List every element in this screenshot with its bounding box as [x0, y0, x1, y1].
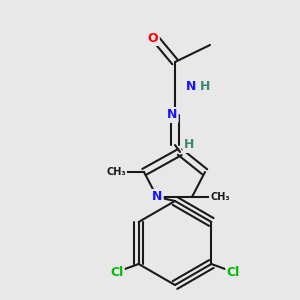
Text: H: H [200, 80, 210, 94]
Text: N: N [186, 80, 196, 94]
Text: Cl: Cl [110, 266, 123, 278]
Text: CH₃: CH₃ [106, 167, 126, 177]
Text: N: N [152, 190, 162, 203]
Text: O: O [148, 32, 158, 44]
Text: H: H [184, 139, 194, 152]
Text: Cl: Cl [227, 266, 240, 278]
Text: CH₃: CH₃ [210, 192, 230, 202]
Text: N: N [167, 109, 177, 122]
